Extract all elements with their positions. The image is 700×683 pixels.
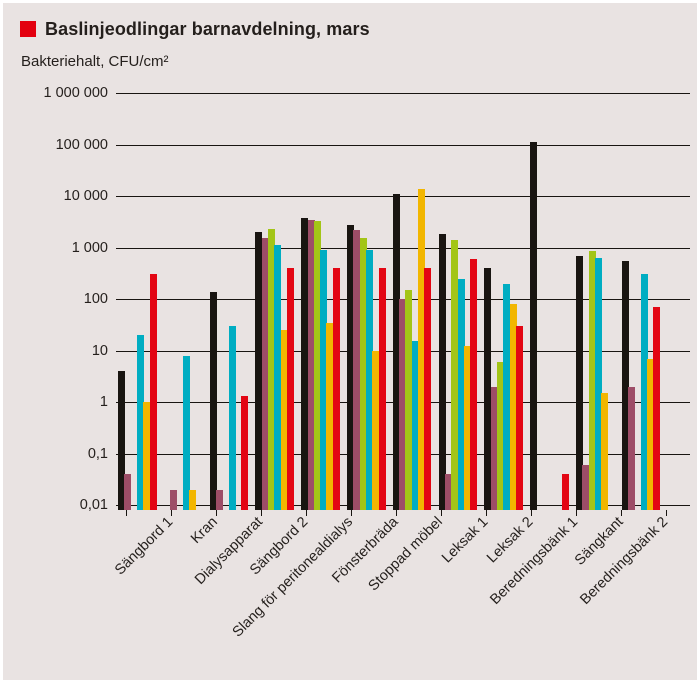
- x-tick: [171, 510, 172, 516]
- bar-cyan-11: [640, 274, 648, 510]
- bar-black-4: [301, 217, 309, 510]
- bar-red-5: [378, 268, 386, 510]
- bar-green-8: [497, 361, 504, 510]
- x-tick: [261, 510, 262, 516]
- bar-plum-8: [490, 386, 498, 510]
- y-tick-label: 1 000 000: [43, 85, 108, 101]
- bar-red-11: [653, 307, 661, 510]
- y-tick-label: 0,1: [87, 445, 108, 462]
- bar-red-7: [470, 258, 478, 510]
- y-tick-label: 1 000: [71, 239, 108, 256]
- bar-yellow-6: [418, 188, 425, 510]
- x-tick: [396, 510, 397, 516]
- bar-plum-2: [215, 489, 223, 510]
- bar-black-5: [347, 224, 354, 510]
- bar-black-2: [209, 291, 217, 510]
- bar-black-3: [255, 232, 263, 510]
- bar-plum-11: [628, 386, 636, 510]
- x-tick: [216, 510, 217, 516]
- bar-yellow-8: [509, 304, 517, 510]
- y-tick-label: 1: [99, 394, 108, 410]
- bar-black-0: [118, 371, 125, 510]
- chart-title: Baslinjeodlingar barnavdelning, mars: [45, 19, 370, 39]
- bar-black-7: [438, 234, 446, 510]
- bar-black-6: [392, 193, 400, 510]
- bar-green-10: [588, 251, 596, 510]
- bar-green-3: [268, 228, 275, 510]
- bar-plum-10: [582, 464, 590, 510]
- gridline: [116, 196, 690, 197]
- title-bullet-icon: [20, 21, 36, 37]
- bar-red-6: [424, 268, 432, 510]
- gridline: [116, 93, 690, 94]
- bar-cyan-7: [457, 278, 465, 510]
- bar-plum-3: [261, 238, 269, 510]
- bar-cyan-3: [274, 245, 282, 510]
- x-tick: [126, 510, 127, 516]
- bar-green-6: [405, 289, 413, 510]
- y-tick-label: 100: [83, 291, 108, 307]
- x-tick: [351, 510, 352, 516]
- bar-cyan-10: [594, 258, 602, 510]
- bar-green-5: [359, 238, 367, 510]
- bar-plum-7: [444, 474, 452, 510]
- bar-red-4: [332, 268, 340, 510]
- y-tick-label: 10: [91, 342, 108, 359]
- bar-red-2: [241, 396, 249, 510]
- bar-red-8: [515, 325, 523, 510]
- bar-black-9: [530, 142, 538, 510]
- bar-cyan-0: [136, 335, 144, 510]
- bar-black-10: [576, 255, 583, 510]
- y-axis-unit-label: Bakteriehalt, CFU/cm²: [21, 53, 169, 70]
- bar-cyan-2: [228, 325, 236, 510]
- bar-yellow-10: [601, 392, 609, 510]
- gridline: [116, 247, 690, 249]
- bar-plum-6: [399, 299, 407, 510]
- bar-yellow-5: [372, 350, 380, 510]
- x-tick: [621, 510, 622, 516]
- y-tick-label: 10 000: [63, 188, 108, 204]
- bar-plum-0: [124, 474, 132, 510]
- bar-red-0: [149, 274, 157, 510]
- bar-yellow-0: [143, 402, 151, 510]
- bar-cyan-4: [320, 249, 328, 510]
- bar-red-3: [286, 268, 294, 510]
- bar-black-8: [484, 268, 492, 510]
- bar-yellow-11: [647, 358, 654, 510]
- x-tick: [486, 510, 487, 516]
- bar-cyan-6: [411, 341, 419, 510]
- bar-red-9: [561, 474, 569, 510]
- x-tick: [666, 510, 667, 516]
- bar-yellow-1: [189, 489, 196, 510]
- bar-cyan-1: [182, 355, 190, 510]
- bar-yellow-4: [326, 322, 334, 510]
- bar-yellow-3: [280, 330, 288, 510]
- bar-black-11: [621, 260, 629, 510]
- x-tick: [576, 510, 577, 516]
- bar-plum-1: [170, 489, 178, 510]
- bar-cyan-5: [365, 249, 373, 510]
- bar-cyan-8: [503, 283, 511, 510]
- bar-plum-4: [307, 219, 315, 510]
- x-tick: [306, 510, 307, 516]
- gridline: [116, 144, 690, 146]
- x-tick: [441, 510, 442, 516]
- y-tick-label: 100 000: [55, 136, 108, 153]
- bar-plum-5: [353, 229, 361, 510]
- bar-green-4: [313, 220, 321, 510]
- bar-green-7: [451, 240, 459, 510]
- bar-yellow-7: [463, 346, 471, 510]
- y-tick-label: 0,01: [79, 497, 108, 513]
- x-tick: [531, 510, 532, 516]
